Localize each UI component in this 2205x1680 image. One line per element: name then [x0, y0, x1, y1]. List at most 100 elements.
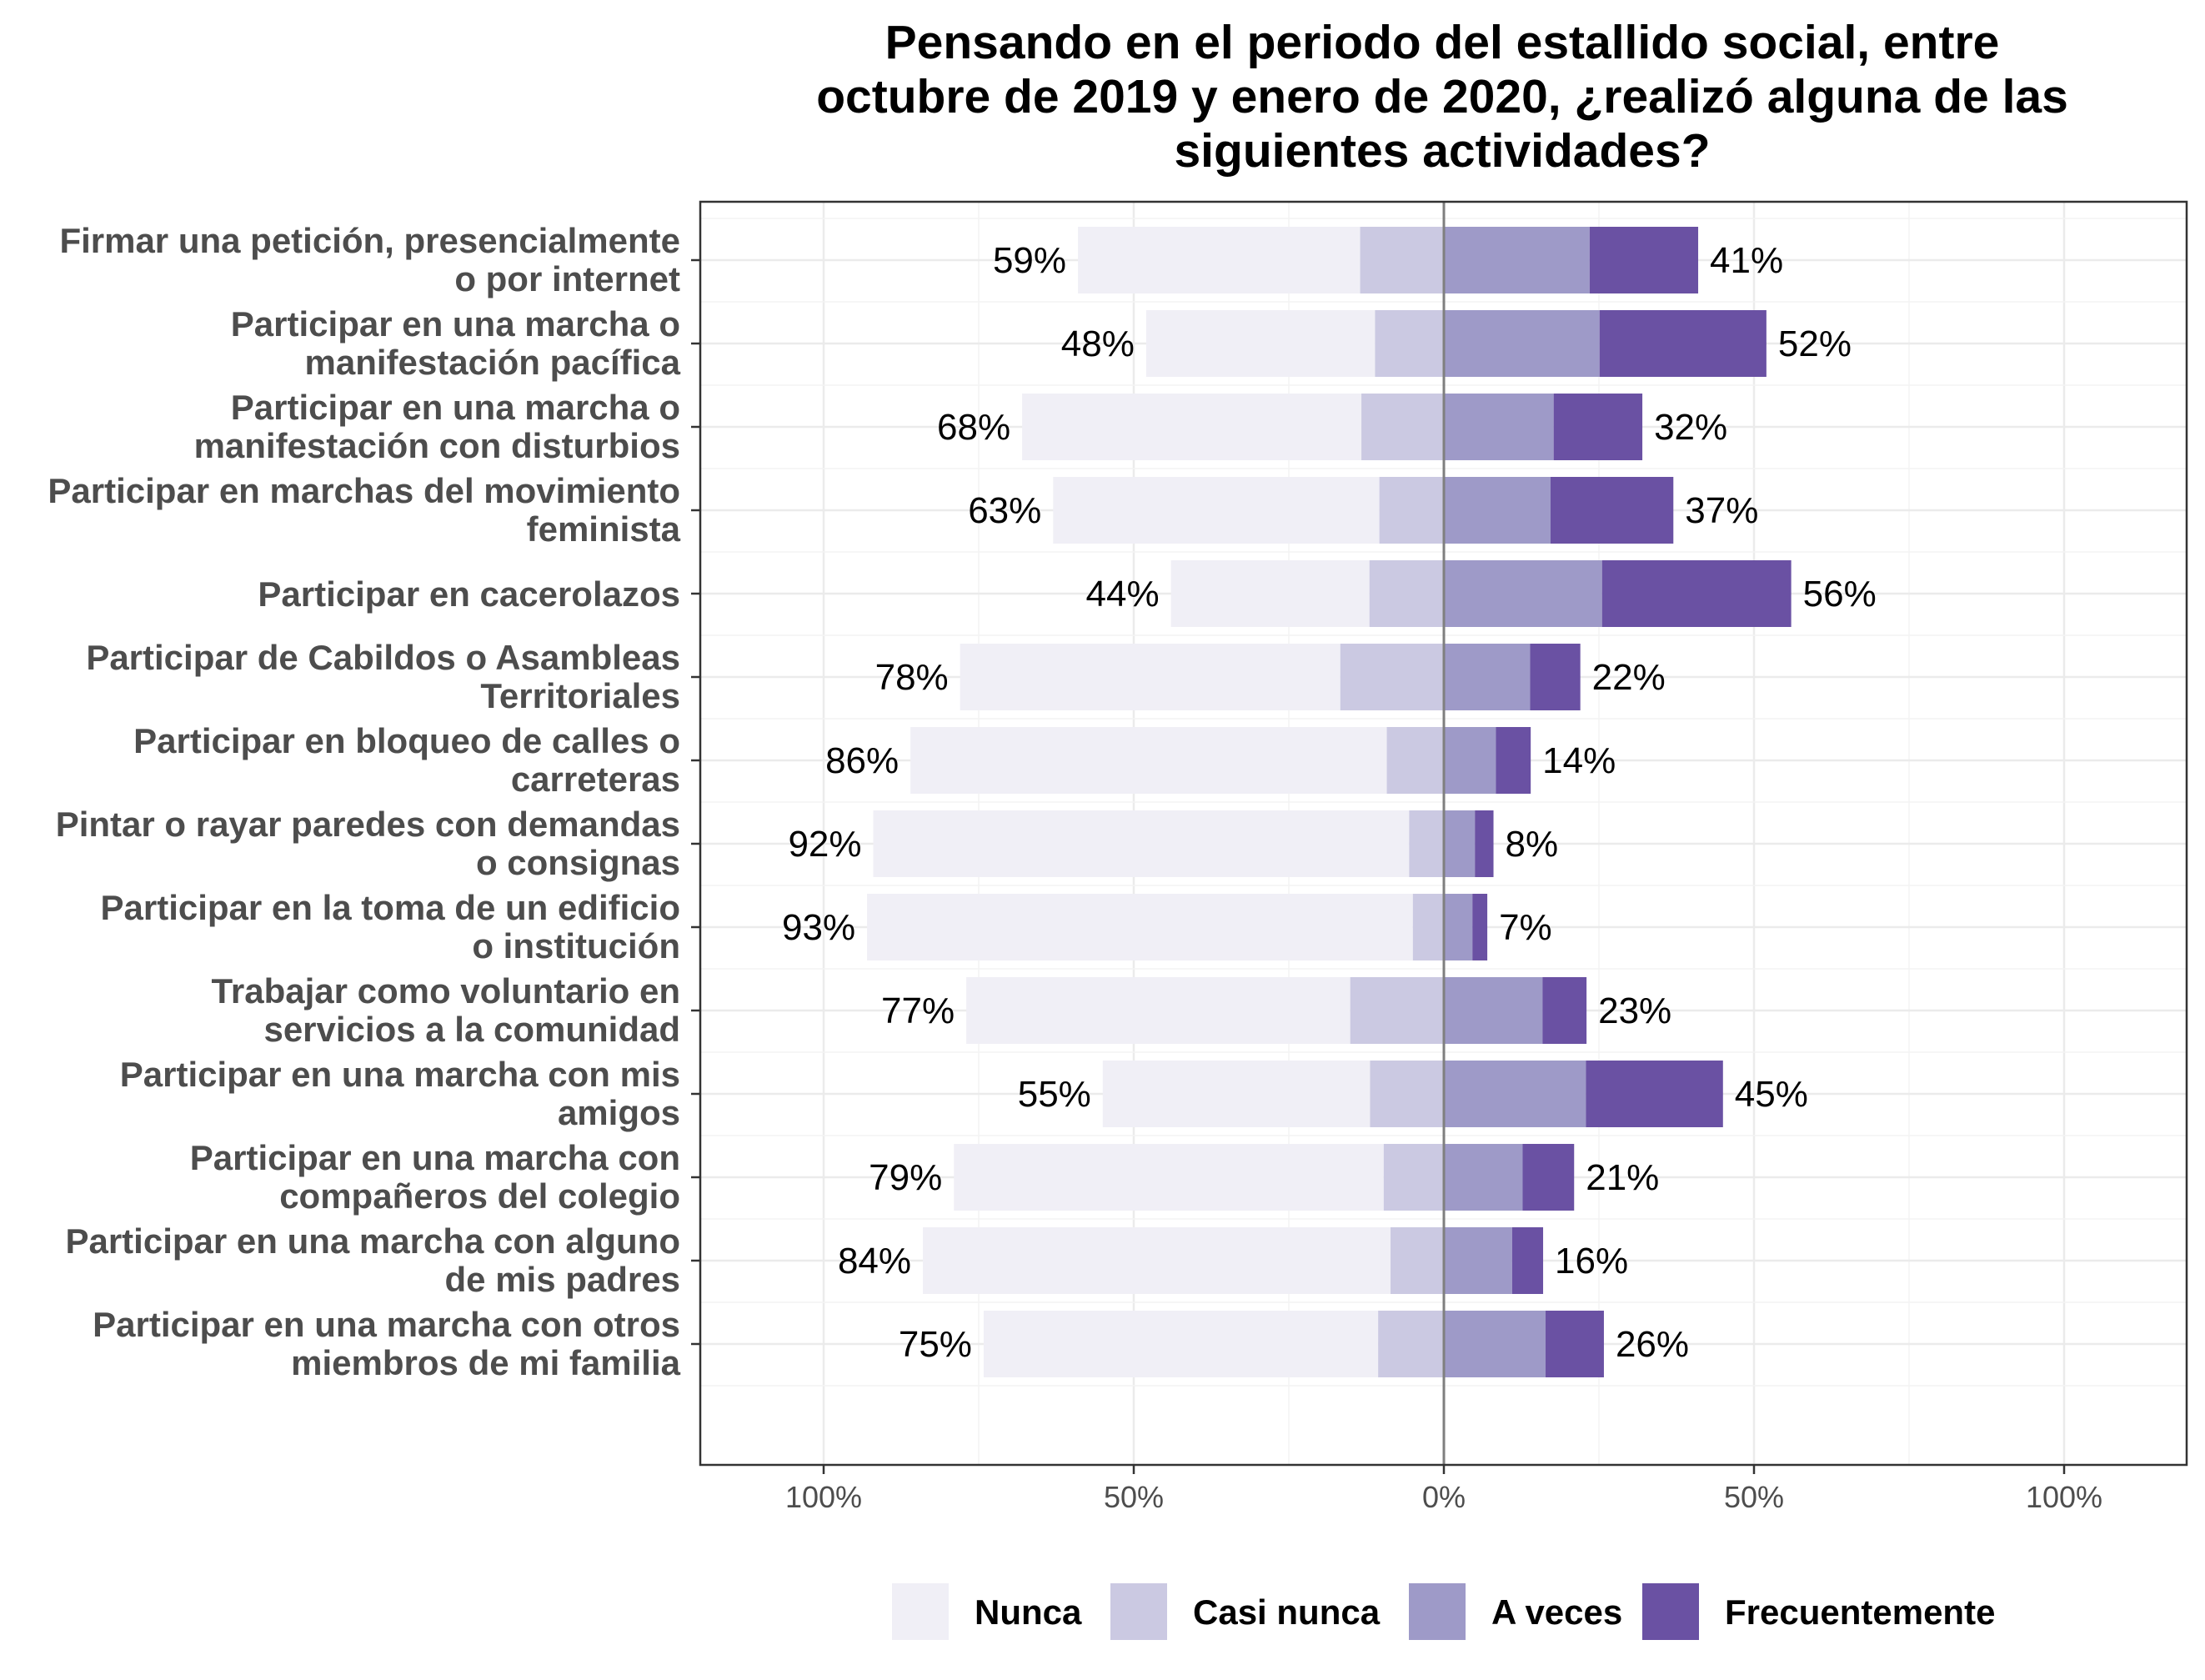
- value-label-positive-6: 14%: [1542, 740, 1616, 781]
- bar-casi-nunca-7: [1409, 810, 1444, 877]
- legend-label-3: Frecuentemente: [1725, 1592, 1995, 1632]
- category-label-6-line-1: carreteras: [511, 760, 680, 799]
- bar-nunca-7: [873, 810, 1410, 877]
- bar-frecuentemente-0: [1589, 227, 1699, 293]
- x-tick-label-2: 0%: [1422, 1480, 1466, 1514]
- bar-nunca-1: [1145, 310, 1376, 377]
- value-label-positive-2: 32%: [1654, 407, 1727, 448]
- value-label-positive-7: 8%: [1506, 824, 1559, 865]
- category-label-11-line-1: compañeros del colegio: [279, 1176, 680, 1216]
- bar-nunca-13: [983, 1311, 1379, 1377]
- bar-frecuentemente-11: [1522, 1144, 1575, 1211]
- bar-nunca-10: [1102, 1061, 1371, 1127]
- bar-a-veces-5: [1444, 644, 1531, 710]
- bar-frecuentemente-6: [1496, 727, 1531, 794]
- bar-nunca-5: [960, 644, 1341, 710]
- category-label-10-line-1: amigos: [558, 1093, 680, 1132]
- bar-a-veces-13: [1444, 1311, 1546, 1377]
- bar-casi-nunca-1: [1375, 310, 1444, 377]
- bar-casi-nunca-0: [1360, 227, 1444, 293]
- bar-a-veces-4: [1444, 560, 1602, 627]
- category-label-13-line-0: Participar en una marcha con otros: [93, 1305, 680, 1344]
- bar-frecuentemente-10: [1586, 1061, 1723, 1127]
- category-label-7-line-0: Pintar o rayar paredes con demandas: [56, 805, 680, 844]
- category-label-13-line-1: miembros de mi familia: [291, 1343, 680, 1382]
- category-label-1-line-0: Participar en una marcha o: [231, 304, 680, 344]
- x-tick-label-4: 100%: [2026, 1480, 2102, 1514]
- value-label-positive-5: 22%: [1592, 657, 1666, 698]
- bar-frecuentemente-7: [1475, 810, 1494, 877]
- bar-frecuentemente-12: [1511, 1227, 1544, 1294]
- bar-a-veces-3: [1444, 477, 1551, 544]
- value-label-negative-2: 68%: [937, 407, 1010, 448]
- bar-a-veces-11: [1444, 1144, 1523, 1211]
- chart-title-line-2: octubre de 2019 y enero de 2020, ¿realiz…: [816, 70, 2068, 123]
- bar-casi-nunca-11: [1383, 1144, 1444, 1211]
- category-label-9-line-0: Trabajar como voluntario en: [212, 971, 680, 1011]
- category-label-5-line-0: Participar de Cabildos o Asambleas: [86, 638, 680, 677]
- x-tick-label-0: 100%: [785, 1480, 862, 1514]
- bar-casi-nunca-8: [1412, 894, 1444, 960]
- category-label-0-line-0: Firmar una petición, presencialmente: [59, 221, 680, 260]
- legend-label-0: Nunca: [975, 1592, 1082, 1632]
- value-label-positive-1: 52%: [1778, 323, 1852, 364]
- bar-nunca-0: [1078, 227, 1361, 293]
- bar-nunca-9: [966, 977, 1351, 1044]
- bar-nunca-4: [1170, 560, 1370, 627]
- value-label-positive-9: 23%: [1598, 990, 1671, 1031]
- value-label-negative-13: 75%: [899, 1324, 972, 1365]
- bar-a-veces-12: [1444, 1227, 1512, 1294]
- value-label-positive-13: 26%: [1616, 1324, 1689, 1365]
- category-label-6-line-0: Participar en bloqueo de calles o: [133, 721, 680, 760]
- bar-casi-nunca-4: [1369, 560, 1444, 627]
- value-label-positive-4: 56%: [1803, 574, 1877, 614]
- bar-nunca-8: [867, 894, 1413, 960]
- bar-a-veces-0: [1444, 227, 1590, 293]
- value-label-negative-11: 79%: [869, 1157, 942, 1198]
- bar-nunca-11: [954, 1144, 1384, 1211]
- legend-key-0: [892, 1583, 949, 1640]
- value-label-negative-0: 59%: [993, 240, 1066, 281]
- category-label-2-line-0: Participar en una marcha o: [231, 388, 680, 427]
- value-label-positive-12: 16%: [1555, 1241, 1628, 1281]
- value-label-positive-8: 7%: [1499, 907, 1552, 948]
- bar-nunca-6: [910, 727, 1387, 794]
- category-label-11-line-0: Participar en una marcha con: [190, 1138, 680, 1177]
- category-label-3-line-1: feminista: [527, 509, 681, 549]
- category-label-5-line-1: Territoriales: [480, 676, 680, 715]
- value-label-positive-0: 41%: [1710, 240, 1783, 281]
- bar-a-veces-2: [1444, 394, 1554, 460]
- category-label-2-line-1: manifestación con disturbios: [194, 426, 680, 465]
- category-label-9-line-1: servicios a la comunidad: [263, 1010, 680, 1049]
- category-label-7-line-1: o consignas: [476, 843, 680, 882]
- category-label-12-line-0: Participar en una marcha con alguno: [65, 1221, 680, 1261]
- bar-nunca-3: [1053, 477, 1380, 544]
- bar-frecuentemente-13: [1546, 1311, 1604, 1377]
- legend-key-1: [1110, 1583, 1167, 1640]
- bar-frecuentemente-4: [1601, 560, 1792, 627]
- bar-a-veces-6: [1444, 727, 1496, 794]
- bar-nunca-2: [1022, 394, 1362, 460]
- bar-frecuentemente-5: [1530, 644, 1581, 710]
- x-tick-label-1: 50%: [1104, 1480, 1164, 1514]
- bar-frecuentemente-3: [1550, 477, 1674, 544]
- bar-casi-nunca-6: [1386, 727, 1444, 794]
- bar-nunca-12: [923, 1227, 1391, 1294]
- legend-key-3: [1642, 1583, 1699, 1640]
- value-label-negative-4: 44%: [1086, 574, 1160, 614]
- value-label-negative-9: 77%: [881, 990, 955, 1031]
- category-label-3-line-0: Participar en marchas del movimiento: [48, 471, 680, 510]
- bar-a-veces-10: [1444, 1061, 1586, 1127]
- value-label-positive-3: 37%: [1685, 490, 1758, 531]
- value-label-negative-8: 93%: [782, 907, 855, 948]
- bar-casi-nunca-3: [1379, 477, 1444, 544]
- chart-title-line-3: siguientes actividades?: [1174, 124, 1711, 178]
- x-tick-label-3: 50%: [1724, 1480, 1784, 1514]
- bar-a-veces-8: [1444, 894, 1473, 960]
- value-label-negative-7: 92%: [788, 824, 861, 865]
- legend-label-2: A veces: [1491, 1592, 1622, 1632]
- value-label-positive-11: 21%: [1586, 1157, 1659, 1198]
- bar-casi-nunca-5: [1340, 644, 1444, 710]
